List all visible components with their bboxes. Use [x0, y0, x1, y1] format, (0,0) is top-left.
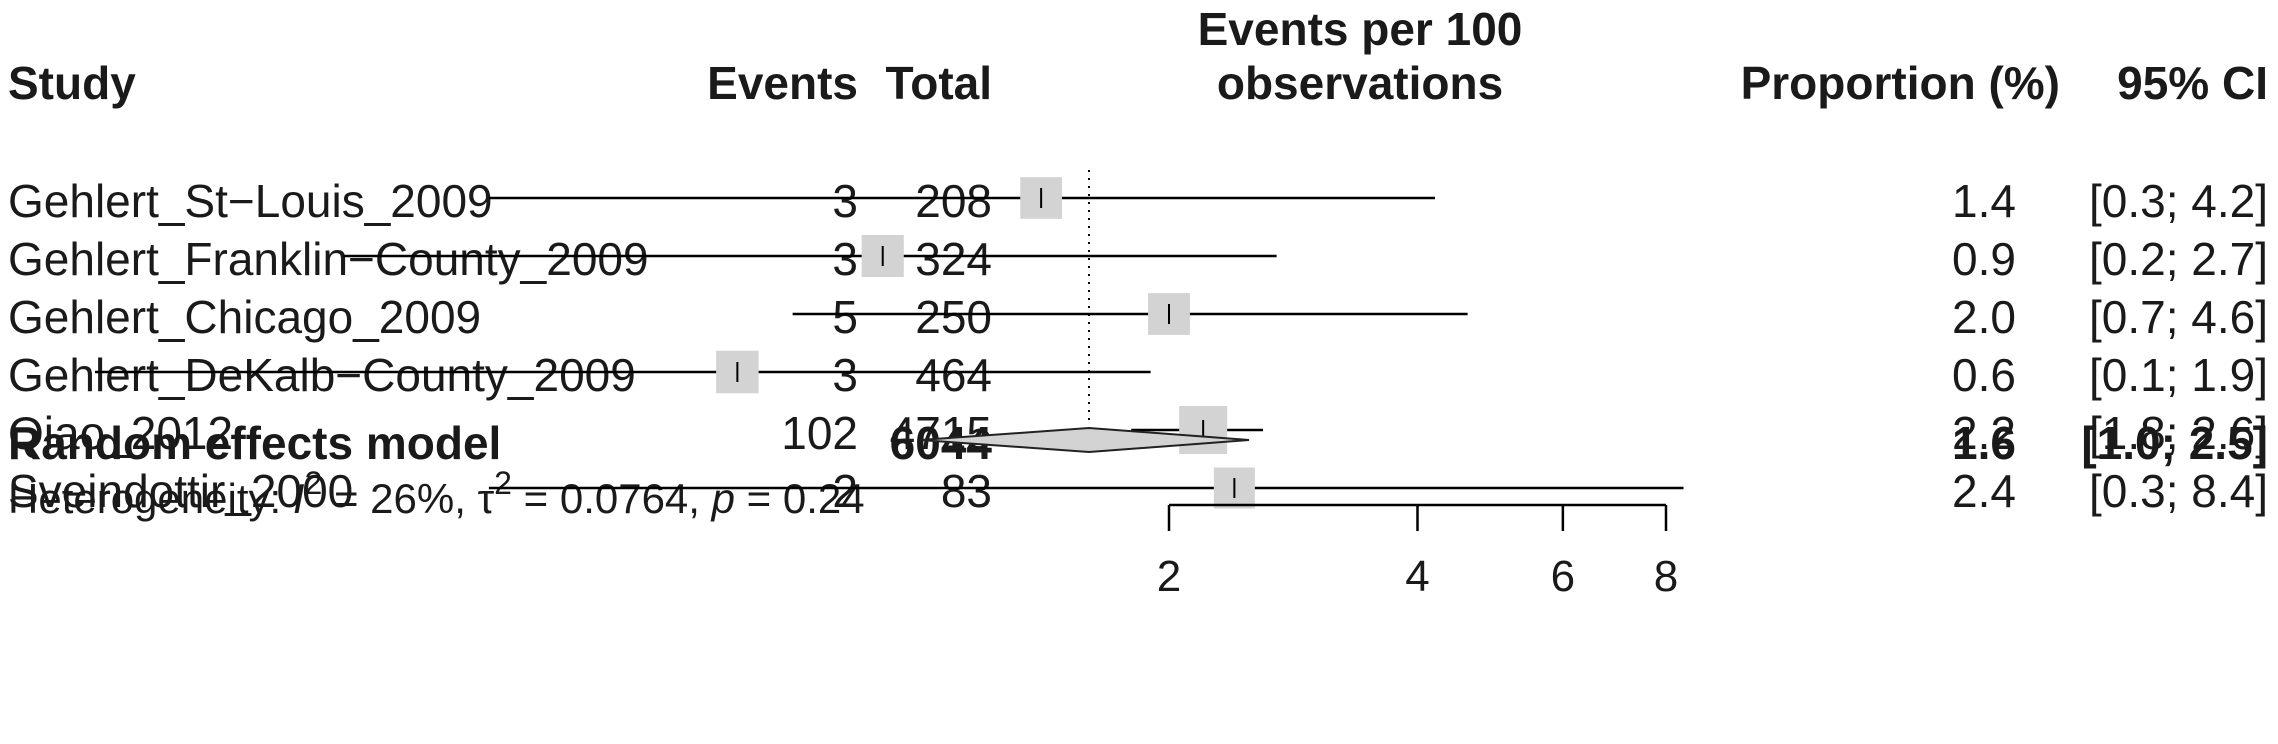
study-proportion: 2.0: [1952, 291, 2016, 343]
header-proportion: Proportion (%): [1740, 57, 2060, 109]
study-events: 2: [832, 465, 858, 517]
study-ci: [0.3; 8.4]: [2088, 465, 2268, 517]
study-proportion: 1.4: [1952, 175, 2016, 227]
study-total: 464: [915, 349, 992, 401]
study-events: 5: [832, 291, 858, 343]
study-ci: [0.2; 2.7]: [2088, 233, 2268, 285]
plot-title-line2: observations: [1216, 57, 1504, 109]
summary-ci: [1.0; 2.5]: [2081, 417, 2268, 469]
study-ci: [0.3; 4.2]: [2088, 175, 2268, 227]
header-events: Events: [707, 57, 858, 109]
p-value: = 0.24: [735, 475, 865, 522]
x-tick-label: 8: [1654, 552, 1678, 601]
study-proportion: 0.6: [1952, 349, 2016, 401]
summary-proportion: 1.6: [1952, 417, 2016, 469]
study-proportion: 2.4: [1952, 465, 2016, 517]
study-total: 250: [915, 291, 992, 343]
i2-symbol: I: [292, 475, 305, 522]
study-total: 83: [940, 465, 992, 517]
study-events: 3: [832, 349, 858, 401]
study-ci: [0.1; 1.9]: [2088, 349, 2268, 401]
study-name: Gehlert_DeKalb−County_2009: [8, 349, 636, 401]
study-total: 324: [915, 233, 992, 285]
study-events: 3: [832, 175, 858, 227]
study-ci: [0.7; 4.6]: [2088, 291, 2268, 343]
study-total: 4715: [889, 407, 992, 459]
study-proportion: 2.2: [1952, 407, 2016, 459]
study-ci: [1.8; 2.6]: [2088, 407, 2268, 459]
x-tick-label: 2: [1157, 552, 1181, 601]
study-name: Gehlert_Franklin−County_2009: [8, 233, 649, 285]
plot-title-line1: Events per 100: [1197, 3, 1523, 55]
heterogeneity-prefix: Heterogeneity:: [8, 475, 293, 522]
study-name: Gehlert_St−Louis_2009: [8, 175, 493, 227]
header-ci: 95% CI: [2117, 57, 2268, 109]
header-total: Total: [885, 57, 992, 109]
x-tick-label: 6: [1551, 552, 1575, 601]
study-events: 3: [832, 233, 858, 285]
summary-label: Random effects model: [8, 417, 502, 469]
pooled-diamond: [920, 426, 1250, 454]
study-proportion: 0.9: [1952, 233, 2016, 285]
study-name: Sveindottir_2000: [8, 465, 354, 517]
study-name: Gehlert_Chicago_2009: [8, 291, 482, 343]
study-events: 102: [781, 407, 858, 459]
i2-value: = 26%,: [322, 475, 478, 522]
study-name: Qiao_2012: [8, 407, 234, 459]
x-tick-label: 4: [1405, 552, 1429, 601]
header-study: Study: [8, 57, 136, 109]
study-total: 208: [915, 175, 992, 227]
tau-value: = 0.0764,: [511, 475, 712, 522]
